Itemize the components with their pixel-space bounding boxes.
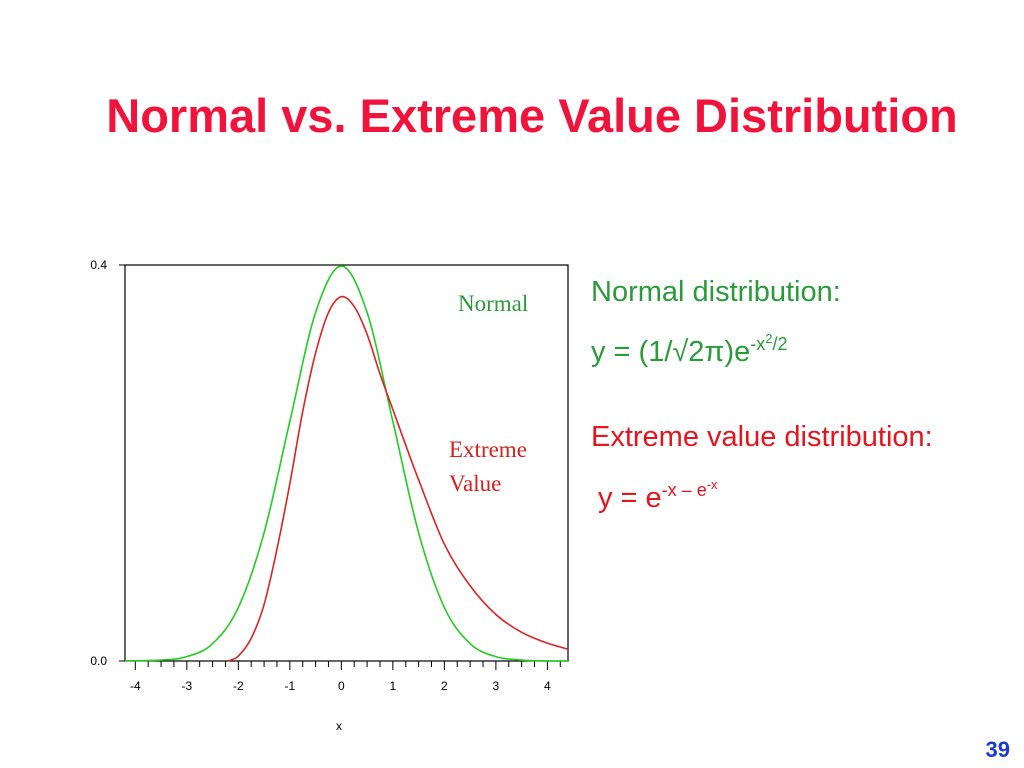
- normal-formula-exponent: -x2/2: [750, 331, 788, 355]
- y-axis: 0.0 0.4: [90, 258, 125, 668]
- extreme-curve-label-line1: Extreme: [449, 437, 527, 462]
- plot-frame: [124, 264, 569, 662]
- x-axis: -4 -3 -2 -1 0 1 2 3 4: [130, 661, 561, 693]
- page-number: 39: [985, 737, 1010, 762]
- extreme-value-curve: [227, 295, 569, 662]
- series-group: [124, 265, 569, 662]
- normal-formula: y = (1/√2π)e-x2/2: [591, 331, 788, 369]
- extreme-formula: y = e-x – e-x: [598, 477, 718, 515]
- normal-formula-heading: Normal distribution:: [591, 276, 841, 308]
- x-tick-label: 4: [544, 679, 551, 693]
- x-tick-label: -4: [130, 679, 141, 693]
- extreme-curve-label-line2: Value: [449, 471, 501, 496]
- extreme-formula-prefix: y = e: [598, 482, 662, 514]
- y-tick-label: 0.4: [90, 258, 107, 272]
- x-tick-label: -3: [181, 679, 192, 693]
- x-tick-label: 1: [390, 679, 397, 693]
- distribution-chart: -4 -3 -2 -1 0 1 2 3 4 0.0 0.4 x Normal Extreme Va…: [90, 258, 569, 733]
- extreme-formula-exponent: -x – e-x: [661, 477, 718, 501]
- normal-curve-label: Normal: [458, 291, 528, 316]
- y-tick-label: 0.0: [90, 654, 107, 668]
- normal-curve: [124, 265, 569, 662]
- x-tick-label: 0: [338, 679, 345, 693]
- x-axis-label: x: [336, 719, 342, 733]
- x-tick-label: -1: [285, 679, 296, 693]
- extreme-formula-heading: Extreme value distribution:: [591, 421, 933, 453]
- x-tick-label: 2: [441, 679, 448, 693]
- x-tick-label: 3: [493, 679, 500, 693]
- x-tick-label: -2: [233, 679, 244, 693]
- normal-formula-prefix: y = (1/√2π)e: [591, 336, 751, 368]
- slide-title: Normal vs. Extreme Value Distribution: [106, 89, 958, 142]
